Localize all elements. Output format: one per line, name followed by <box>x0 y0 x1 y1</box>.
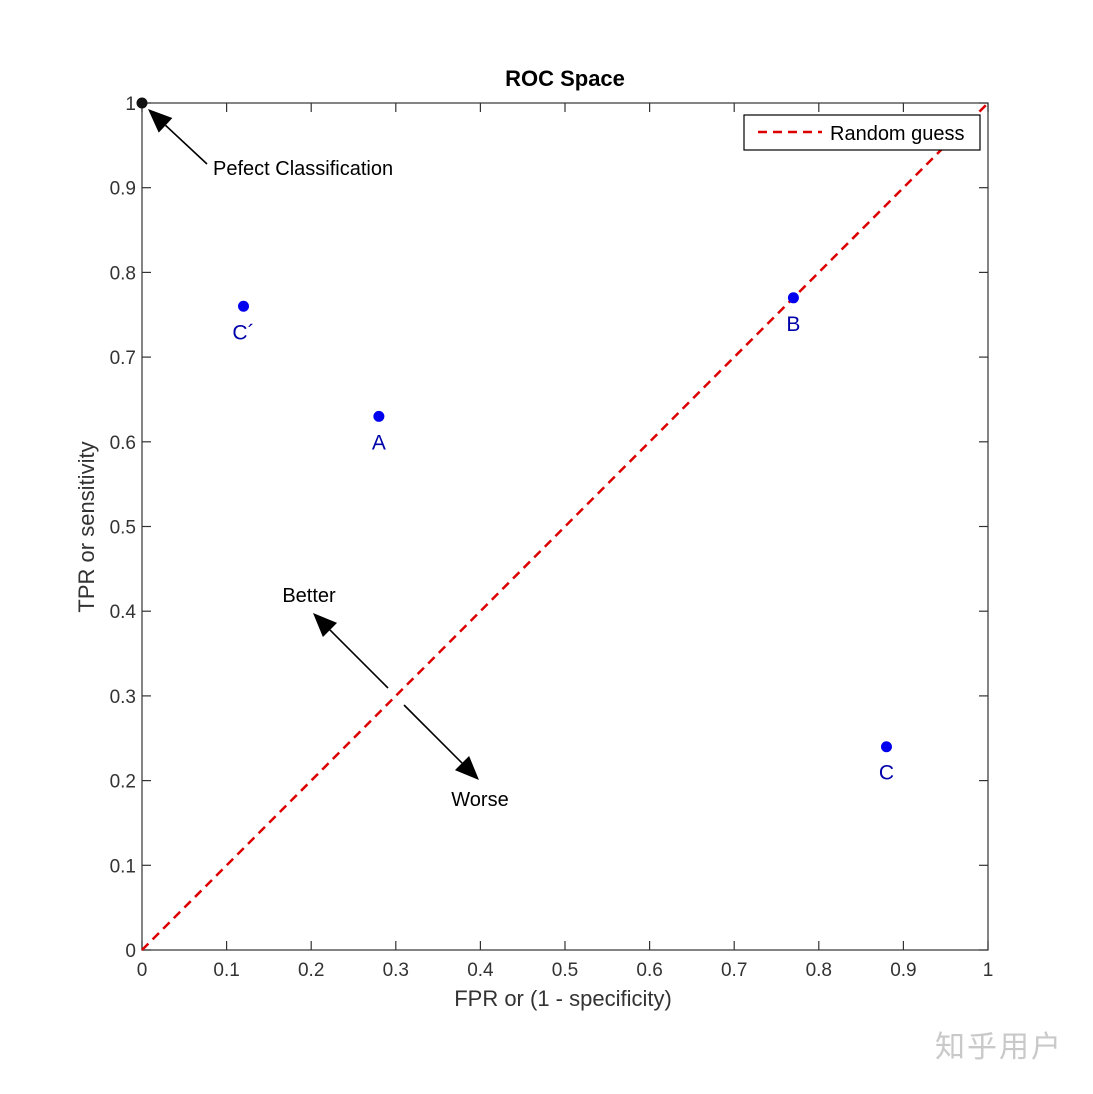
data-point-label: B <box>786 313 800 336</box>
better-arrow <box>313 613 389 689</box>
data-points: A B C C´ <box>136 97 894 785</box>
legend-entry-random-guess: Random guess <box>830 123 965 145</box>
perfect-classification-label: Pefect Classification <box>213 158 393 180</box>
legend: Random guess <box>743 114 981 151</box>
y-tick-label: 0.6 <box>110 433 136 454</box>
data-point-label: C´ <box>232 321 254 344</box>
x-tick-label: 0.3 <box>383 960 409 981</box>
x-axis-ticks: 0 0.1 0.2 0.3 0.4 0.5 0.6 0.7 0.8 0.9 1 <box>137 103 994 981</box>
legend-box <box>743 114 981 151</box>
y-tick-label: 1 <box>125 94 136 115</box>
perfect-classification-arrow <box>148 109 208 165</box>
worse-arrow <box>403 704 479 780</box>
x-tick-label: 0 <box>137 960 148 981</box>
y-tick-label: 0 <box>125 941 136 962</box>
y-tick-label: 0.3 <box>110 687 136 708</box>
y-axis-label: TPR or sensitivity <box>74 441 99 612</box>
x-tick-label: 0.9 <box>890 960 916 981</box>
x-tick-label: 0.4 <box>467 960 494 981</box>
y-tick-label: 0.9 <box>110 179 136 200</box>
data-point <box>373 410 385 422</box>
worse-label: Worse <box>451 789 508 811</box>
y-tick-label: 0.2 <box>110 772 136 793</box>
perfect-point <box>136 97 148 109</box>
x-tick-label: 0.1 <box>213 960 239 981</box>
y-tick-label: 0.7 <box>110 348 136 369</box>
annotation-arrows <box>148 109 479 780</box>
x-tick-label: 0.5 <box>552 960 578 981</box>
x-tick-label: 0.7 <box>721 960 747 981</box>
random-guess-line <box>141 102 989 951</box>
data-point <box>880 741 892 753</box>
data-point <box>238 300 250 312</box>
y-tick-label: 0.1 <box>110 856 136 877</box>
x-tick-label: 1 <box>983 960 994 981</box>
data-point-label: A <box>372 431 386 454</box>
y-tick-label: 0.8 <box>110 263 136 284</box>
y-axis-ticks: 0 0.1 0.2 0.3 0.4 0.5 0.6 0.7 0.8 0.9 1 <box>110 94 988 962</box>
data-point <box>787 292 799 304</box>
watermark: 知乎用户 <box>935 1030 1063 1065</box>
x-tick-label: 0.6 <box>636 960 662 981</box>
x-tick-label: 0.2 <box>298 960 324 981</box>
y-tick-label: 0.4 <box>110 602 137 623</box>
better-label: Better <box>282 585 336 607</box>
x-axis-label: FPR or (1 - specificity) <box>454 986 672 1011</box>
x-tick-label: 0.8 <box>806 960 832 981</box>
y-tick-label: 0.5 <box>110 518 136 539</box>
data-point-label: C <box>879 762 894 785</box>
chart-title: ROC Space <box>505 66 625 91</box>
